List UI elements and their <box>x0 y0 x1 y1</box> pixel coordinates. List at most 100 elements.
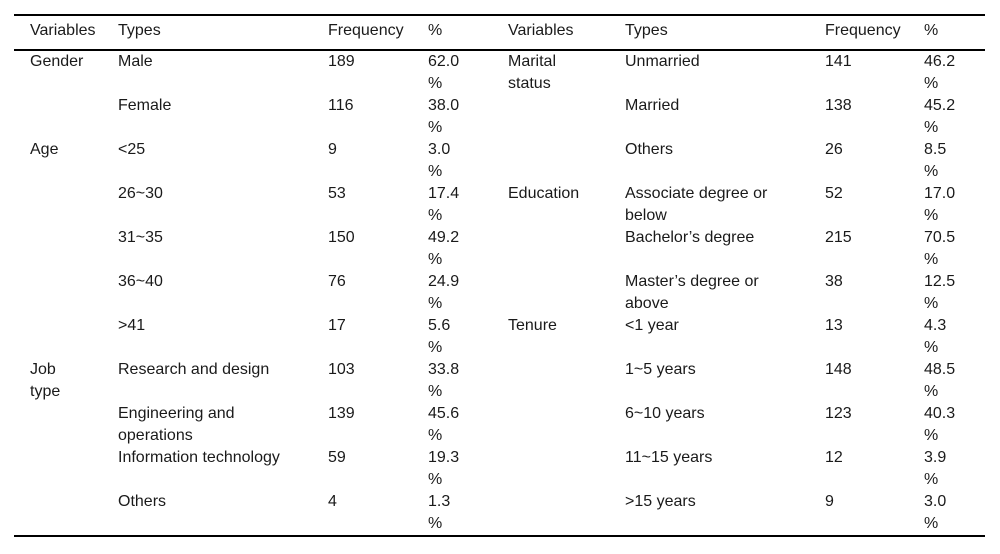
cell-type-left: <25 <box>118 141 146 158</box>
cell-type-right: Associate degree or below <box>625 185 768 224</box>
page: Variables Types Frequency % Variables Ty… <box>14 14 985 537</box>
cell-frequency-left: 59 <box>328 449 346 466</box>
table-row: 26~30 53 17.4% Education Associate degree or… <box>14 183 985 227</box>
percent-value: 49.2 <box>428 229 460 246</box>
cell-variable-right <box>508 271 625 315</box>
cell-percent-right: 3.9% <box>924 447 985 491</box>
cell-variable-right: Education <box>508 185 580 202</box>
demographics-table: Variables Types Frequency % Variables Ty… <box>14 14 985 537</box>
percent-sign: % <box>924 383 939 400</box>
cell-frequency-right: 13 <box>825 317 843 334</box>
cell-type-right: Bachelor’s degree <box>625 229 755 246</box>
cell-percent-right: 12.5% <box>924 271 985 315</box>
cell-variable-right: Marital status <box>508 53 557 92</box>
cell-variable-left <box>14 491 118 536</box>
percent-sign: % <box>924 75 939 92</box>
percent-sign: % <box>924 251 939 268</box>
percent-value: 48.5 <box>924 361 956 378</box>
cell-type-right: Others <box>625 141 674 158</box>
cell-percent-right: 17.0% <box>924 183 985 227</box>
table-row: Female 116 38.0% Married 138 45.2% <box>14 95 985 139</box>
percent-value: 46.2 <box>924 53 956 70</box>
percent-value: 1.3 <box>428 493 451 510</box>
header-frequency-right: Frequency <box>825 15 924 51</box>
percent-value: 3.0 <box>924 493 947 510</box>
header-types-right: Types <box>625 15 825 51</box>
percent-sign: % <box>924 295 939 312</box>
percent-value: 40.3 <box>924 405 956 422</box>
cell-variable-left: Age <box>30 141 59 158</box>
cell-frequency-left: 150 <box>328 229 355 246</box>
cell-variable-left: Gender <box>30 53 84 70</box>
cell-percent-right: 48.5% <box>924 359 985 403</box>
cell-type-right: Master’s degree or above <box>625 273 759 312</box>
cell-percent-left: 45.6% <box>428 403 508 447</box>
cell-frequency-right: 26 <box>825 141 843 158</box>
cell-frequency-left: 189 <box>328 53 355 70</box>
percent-sign: % <box>428 207 443 224</box>
cell-type-right: 1~5 years <box>625 361 696 378</box>
cell-frequency-right: 215 <box>825 229 852 246</box>
cell-variable-left <box>14 183 118 227</box>
percent-sign: % <box>924 207 939 224</box>
cell-frequency-left: 17 <box>328 317 346 334</box>
header-types-left: Types <box>118 15 328 51</box>
table-header-row: Variables Types Frequency % Variables Ty… <box>14 15 985 51</box>
cell-frequency-left: 139 <box>328 405 355 422</box>
cell-type-left: Male <box>118 53 153 70</box>
percent-sign: % <box>924 163 939 180</box>
cell-type-right: >15 years <box>625 493 696 510</box>
table-row: 36~40 76 24.9% Master’s degree or above 38 12… <box>14 271 985 315</box>
percent-value: 17.4 <box>428 185 460 202</box>
cell-frequency-left: 9 <box>328 141 337 158</box>
cell-frequency-left: 53 <box>328 185 346 202</box>
cell-frequency-right: 52 <box>825 185 843 202</box>
cell-frequency-right: 38 <box>825 273 843 290</box>
cell-percent-left: 3.0% <box>428 139 508 183</box>
cell-frequency-left: 103 <box>328 361 355 378</box>
cell-variable-left <box>14 271 118 315</box>
table-row: Information technology 59 19.3% 11~15 years… <box>14 447 985 491</box>
cell-variable-left <box>14 227 118 271</box>
cell-variable-left <box>14 447 118 491</box>
cell-percent-right: 8.5% <box>924 139 985 183</box>
percent-sign: % <box>428 295 443 312</box>
cell-percent-left: 24.9% <box>428 271 508 315</box>
cell-type-right: Married <box>625 97 680 114</box>
header-variables-left: Variables <box>14 15 118 51</box>
cell-percent-left: 17.4% <box>428 183 508 227</box>
percent-sign: % <box>428 515 443 532</box>
percent-sign: % <box>428 163 443 180</box>
percent-value: 33.8 <box>428 361 460 378</box>
cell-percent-right: 46.2% <box>924 50 985 95</box>
percent-value: 5.6 <box>428 317 451 334</box>
cell-percent-right: 3.0% <box>924 491 985 536</box>
cell-variable-left <box>14 95 118 139</box>
cell-frequency-right: 12 <box>825 449 843 466</box>
cell-type-right: <1 year <box>625 317 679 334</box>
percent-sign: % <box>428 75 443 92</box>
cell-variable-right <box>508 95 625 139</box>
cell-frequency-left: 116 <box>328 97 354 114</box>
table-header: Variables Types Frequency % Variables Ty… <box>14 15 985 51</box>
percent-value: 17.0 <box>924 185 956 202</box>
percent-sign: % <box>924 515 939 532</box>
table-row: 31~35 150 49.2% Bachelor’s degree 215 70.5% <box>14 227 985 271</box>
cell-frequency-right: 123 <box>825 405 852 422</box>
table-row: Gender Male 189 62.0% Marital status Unmarrie… <box>14 50 985 95</box>
cell-variable-right <box>508 227 625 271</box>
cell-variable-left: Job type <box>30 361 61 400</box>
cell-percent-left: 5.6% <box>428 315 508 359</box>
cell-type-left: 31~35 <box>118 229 163 246</box>
cell-percent-right: 70.5% <box>924 227 985 271</box>
cell-type-right: Unmarried <box>625 53 700 70</box>
cell-type-left: 26~30 <box>118 185 163 202</box>
cell-percent-left: 62.0% <box>428 50 508 95</box>
cell-variable-right <box>508 491 625 536</box>
table-row: Age <25 9 3.0% Others 26 8.5% <box>14 139 985 183</box>
cell-frequency-right: 141 <box>825 53 852 70</box>
cell-percent-left: 1.3% <box>428 491 508 536</box>
percent-value: 4.3 <box>924 317 947 334</box>
cell-variable-left <box>14 403 118 447</box>
cell-percent-right: 45.2% <box>924 95 985 139</box>
